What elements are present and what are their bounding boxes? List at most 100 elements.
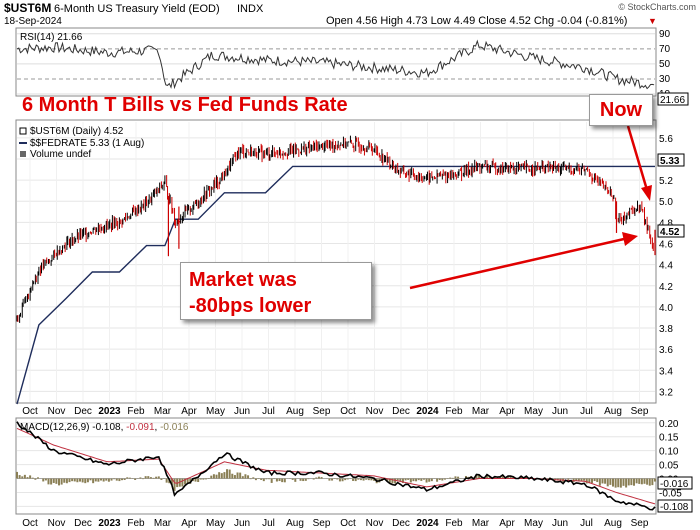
x-axis-label: Feb — [445, 518, 463, 529]
x-axis-label: Jul — [262, 518, 275, 529]
market-arrowhead-icon — [622, 232, 638, 246]
x-axis-label: Mar — [472, 406, 490, 417]
x-axis-label: Dec — [392, 406, 410, 417]
legend-marker-ust6m — [19, 127, 27, 135]
instrument-name: 6-Month US Treasury Yield (EOD) — [54, 3, 220, 15]
x-axis-label: Jun — [552, 518, 568, 529]
rsi-value: 21.66 — [660, 95, 685, 106]
x-axis-label: 2024 — [416, 406, 439, 417]
macd-label: MACD(12,26,9) -0.108, -0.091, -0.016 — [20, 422, 189, 433]
x-axis-label: Oct — [22, 406, 38, 417]
market-annotation: Market was -80bps lower — [180, 262, 372, 320]
x-axis-label: Nov — [48, 518, 66, 529]
x-axis-label: Feb — [445, 406, 463, 417]
x-axis-label: May — [524, 518, 543, 529]
x-axis-label: Jun — [234, 518, 250, 529]
market-arrow-line — [409, 237, 625, 290]
x-axis-label: Sep — [313, 406, 331, 417]
macd-label-sep: , — [155, 422, 161, 433]
x-axis-label: Sep — [313, 518, 331, 529]
x-axis-label: Apr — [181, 518, 197, 529]
x-axis-label: Feb — [127, 406, 145, 417]
x-axis-label: 2023 — [98, 406, 121, 417]
price-tick-label: 3.8 — [659, 324, 673, 335]
macd-hist-badge-value: -0.016 — [660, 479, 689, 490]
x-axis-label: Apr — [499, 406, 515, 417]
macd-line — [16, 421, 656, 511]
x-axis-label: Sep — [631, 406, 649, 417]
macd-tick-label: 0.05 — [659, 461, 679, 472]
fed-badge-value: 5.33 — [660, 156, 680, 167]
last-badge-box — [657, 224, 685, 238]
down-arrow-icon: ▼ — [648, 16, 657, 26]
price-tick-label: 3.6 — [659, 345, 673, 356]
macd-label-signal: -0.091 — [126, 422, 155, 433]
x-axis-label: Jul — [580, 406, 593, 417]
x-axis-label: Dec — [74, 406, 92, 417]
rsi-tick-label: 50 — [659, 59, 671, 70]
price-tick-label: 4.4 — [659, 261, 673, 272]
rsi-tick-label: 90 — [659, 29, 671, 40]
price-legend: $UST6M (Daily) 4.52 $$FEDRATE 5.33 (1 Au… — [19, 126, 144, 160]
price-tick-label: 4.6 — [659, 240, 673, 251]
x-axis-label: May — [524, 406, 543, 417]
macd-tick-label: 0.15 — [659, 433, 679, 444]
market-annotation-line1: Market was — [189, 269, 297, 291]
market-annotation-line2: -80bps lower — [189, 295, 312, 317]
macd-tick-label: -0.05 — [659, 488, 682, 499]
last-badge-value: 4.52 — [660, 227, 680, 238]
x-axis-label: Mar — [154, 406, 172, 417]
price-tick-label: 3.2 — [659, 387, 673, 398]
x-axis-label: Nov — [366, 518, 384, 529]
x-axis-label: Sep — [631, 518, 649, 529]
x-axis-label: Dec — [74, 518, 92, 529]
macd-badge-value: -0.108 — [660, 502, 689, 513]
price-tick-label: 3.4 — [659, 366, 673, 377]
chart-date: 18-Sep-2024 — [4, 16, 62, 27]
now-annotation: Now — [589, 94, 653, 126]
legend-marker-volume — [20, 151, 26, 157]
annotation-title: 6 Month T Bills vs Fed Funds Rate — [22, 94, 348, 116]
x-axis-label: Oct — [340, 518, 356, 529]
x-axis-labels-macd: Oct Nov Dec 2023 Feb Mar Apr May Jun Jul Aug Sep Oct… — [22, 518, 649, 529]
rsi-panel-frame — [15, 27, 657, 97]
macd-panel-frame — [15, 417, 657, 515]
fed-badge-box — [657, 153, 685, 167]
price-panel-frame — [15, 119, 657, 404]
legend-ust6m: $UST6M (Daily) 4.52 — [30, 126, 124, 137]
rsi-label: RSI(14) 21.66 — [20, 32, 83, 43]
x-axis-label: 2023 — [98, 518, 121, 529]
rsi-tick-label: 70 — [659, 44, 671, 55]
price-tick-label: 4.2 — [659, 282, 673, 293]
x-axis-label: Aug — [604, 518, 622, 529]
macd-hist-badge — [657, 476, 693, 490]
x-axis-label: Jul — [580, 518, 593, 529]
now-arrow-line — [626, 125, 649, 191]
x-axis-label: Aug — [286, 518, 304, 529]
x-axis-label: Aug — [286, 406, 304, 417]
x-axis-label: Feb — [127, 518, 145, 529]
x-axis-label: Apr — [499, 518, 515, 529]
price-tick-label: 5.6 — [659, 134, 673, 145]
macd-label-main: MACD(12,26,9) -0.108, — [20, 422, 126, 433]
price-tick-label: 5.2 — [659, 176, 673, 187]
price-bars — [16, 135, 656, 323]
last-badge: 4.52 — [657, 224, 685, 238]
rsi-value-badge — [657, 92, 689, 106]
exchange: INDX — [237, 3, 264, 15]
x-axis-label: Nov — [48, 406, 66, 417]
macd-tick-label: 0.10 — [659, 447, 679, 458]
x-axis-label: Jul — [262, 406, 275, 417]
x-axis-label: Mar — [472, 518, 490, 529]
symbol: $UST6M — [4, 1, 51, 15]
ohlc-readout: Open 4.56 High 4.73 Low 4.49 Close 4.52 … — [326, 15, 627, 27]
fed-badge: 5.33 — [657, 153, 685, 167]
rsi-tick-label: 30 — [659, 74, 671, 85]
credit: © StockCharts.com — [618, 2, 696, 12]
legend-fedrate: $$FEDRATE 5.33 (1 Aug) — [30, 138, 144, 149]
chart-header: $UST6M 6-Month US Treasury Yield (EOD) I… — [4, 1, 696, 27]
x-axis-label: Oct — [340, 406, 356, 417]
price-tick-label: 4.8 — [659, 218, 673, 229]
macd-tick-label: 0.20 — [659, 419, 679, 430]
macd-label-hist: -0.016 — [160, 422, 189, 433]
